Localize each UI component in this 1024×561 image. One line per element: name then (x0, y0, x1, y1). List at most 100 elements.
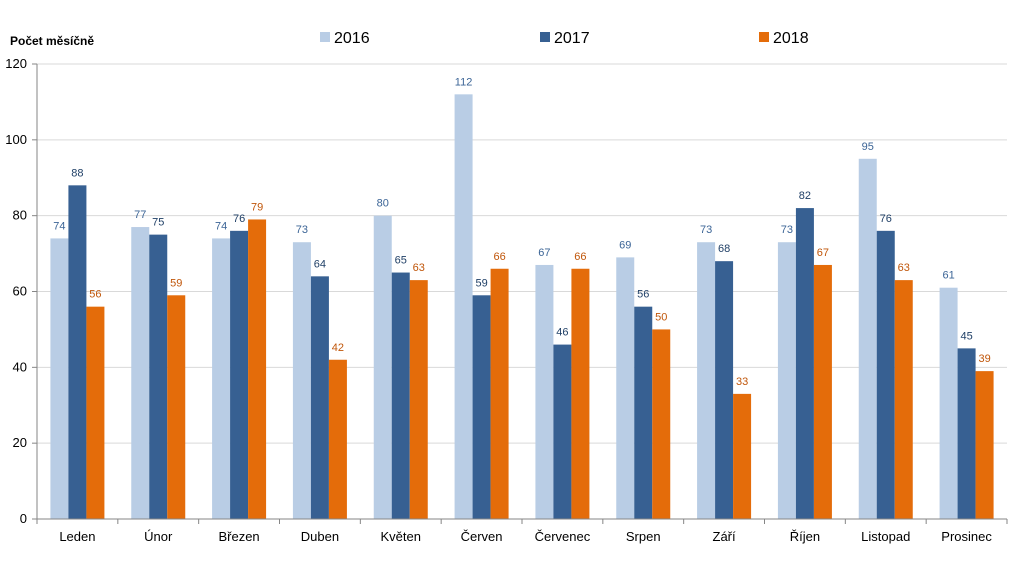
bar-2017-Březen (230, 230, 249, 520)
category-label: Květen (381, 529, 421, 544)
bar-2016-Červen (454, 94, 473, 519)
data-label: 45 (960, 330, 972, 342)
bar-2016-Únor (131, 227, 150, 519)
data-label: 82 (799, 190, 811, 202)
category-label: Leden (59, 529, 95, 544)
data-label: 112 (455, 76, 473, 88)
data-label: 80 (377, 198, 389, 210)
data-label: 50 (655, 311, 667, 323)
legend-label: 2016 (334, 30, 370, 47)
data-label: 88 (71, 167, 83, 179)
data-label: 95 (862, 141, 874, 153)
bar-2018-Říjen (813, 264, 832, 519)
bar-2016-Srpen (616, 257, 635, 519)
data-label: 56 (637, 289, 649, 301)
bar-2017-Únor (149, 234, 168, 519)
y-tick-label: 100 (5, 132, 27, 147)
data-label: 46 (556, 327, 568, 339)
bar-2017-Listopad (876, 230, 895, 520)
y-tick-label: 20 (13, 435, 27, 450)
data-label: 76 (880, 213, 892, 225)
data-label: 56 (89, 289, 101, 301)
data-label: 77 (134, 209, 146, 221)
bar-2018-Leden (86, 306, 105, 519)
data-label: 69 (619, 239, 631, 251)
bar-2017-Leden (68, 185, 87, 520)
data-label: 74 (53, 220, 65, 232)
bar-2017-Červen (472, 295, 491, 519)
legend-swatch-2017 (540, 32, 550, 42)
data-label: 65 (395, 255, 407, 267)
data-label: 66 (493, 251, 505, 263)
category-label: Listopad (861, 529, 910, 544)
category-label: Říjen (790, 529, 820, 544)
bars (50, 94, 994, 520)
axes (32, 63, 1008, 524)
data-labels: 74 88 56 77 75 59 74 76 79 73 64 42 80 65 63 112 59 66 67 4… (53, 76, 990, 388)
bar-2018-Listopad (894, 280, 913, 519)
data-label: 73 (296, 224, 308, 236)
bar-2018-Září (733, 393, 752, 519)
bar-2016-Listopad (858, 158, 877, 519)
bar-2017-Duben (310, 276, 329, 519)
bar-2017-Červenec (553, 344, 572, 519)
data-label: 63 (413, 262, 425, 274)
legend-swatch-2018 (759, 32, 769, 42)
y-tick-label: 120 (5, 56, 27, 71)
y-tick-label: 80 (13, 208, 27, 223)
data-label: 66 (574, 251, 586, 263)
data-label: 74 (215, 220, 227, 232)
category-label: Březen (218, 529, 259, 544)
bar-2018-Únor (167, 295, 186, 519)
legend-swatch-2016 (320, 32, 330, 42)
bar-2016-Září (697, 242, 716, 520)
bar-2017-Srpen (634, 306, 653, 519)
data-label: 59 (170, 277, 182, 289)
data-label: 59 (475, 277, 487, 289)
bar-2016-Červenec (535, 264, 554, 519)
bar-2016-Duben (292, 242, 311, 520)
bar-2018-Prosinec (975, 371, 994, 519)
data-label: 75 (152, 217, 164, 229)
data-label: 76 (233, 213, 245, 225)
category-label: Září (713, 529, 737, 544)
bar-2016-Prosinec (939, 287, 958, 519)
bar-2017-Květen (391, 272, 410, 519)
data-label: 64 (314, 258, 326, 270)
data-label: 79 (251, 201, 263, 213)
category-label: Červen (461, 529, 503, 544)
legend-label: 2018 (773, 30, 809, 47)
data-label: 67 (538, 247, 550, 259)
y-axis-label: Počet měsíčně (10, 34, 94, 48)
bar-2016-Březen (212, 238, 231, 519)
bar-2016-Květen (373, 215, 392, 519)
bar-2018-Srpen (652, 329, 671, 519)
bar-2018-Červen (490, 268, 509, 519)
data-label: 73 (700, 224, 712, 236)
data-label: 61 (942, 270, 954, 282)
category-label: Únor (144, 529, 173, 544)
bar-2017-Prosinec (957, 348, 976, 519)
bar-2016-Leden (50, 238, 69, 519)
bar-2018-Květen (409, 280, 428, 519)
x-axis-categories: Leden Únor Březen Duben Květen Červen Červenec… (59, 529, 992, 544)
data-label: 68 (718, 243, 730, 255)
bar-2016-Říjen (777, 242, 796, 520)
data-label: 73 (781, 224, 793, 236)
bar-2018-Duben (328, 359, 347, 519)
category-label: Duben (301, 529, 339, 544)
category-label: Prosinec (941, 529, 992, 544)
y-axis-ticks: 0 20 40 60 80 100 120 (5, 56, 27, 526)
legend-label: 2017 (554, 30, 590, 47)
bar-2017-Září (715, 261, 734, 519)
y-tick-label: 0 (20, 511, 27, 526)
bar-2018-Březen (248, 219, 267, 520)
data-label: 42 (332, 342, 344, 354)
data-label: 67 (817, 247, 829, 259)
y-tick-label: 40 (13, 359, 27, 374)
legend: 2016 2017 2018 (320, 30, 809, 47)
category-label: Srpen (626, 529, 661, 544)
gridlines (37, 63, 1007, 444)
y-tick-label: 60 (13, 284, 27, 299)
bar-2017-Říjen (795, 208, 814, 520)
